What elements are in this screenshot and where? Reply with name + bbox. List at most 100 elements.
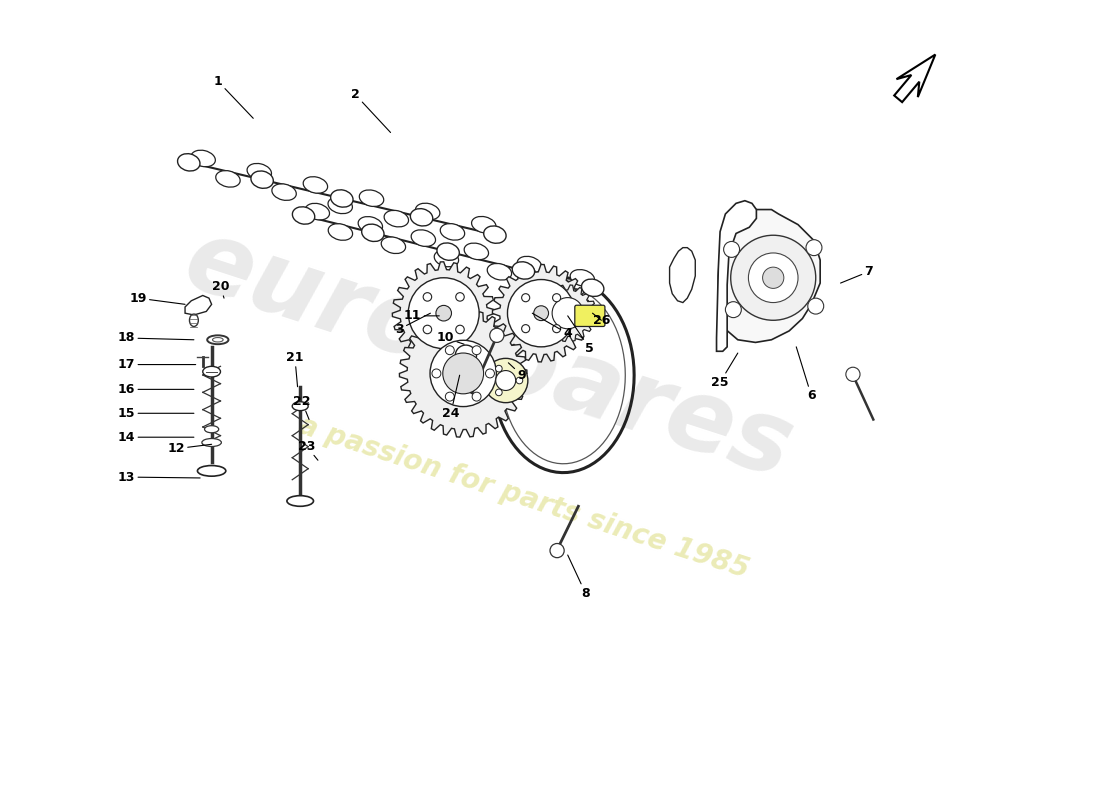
- Text: 12: 12: [167, 442, 211, 455]
- Circle shape: [846, 367, 860, 382]
- Circle shape: [495, 366, 503, 372]
- Circle shape: [443, 353, 484, 394]
- Circle shape: [521, 325, 530, 333]
- Circle shape: [484, 358, 528, 402]
- Ellipse shape: [570, 270, 595, 286]
- Text: 4: 4: [532, 313, 572, 340]
- Text: 25: 25: [712, 353, 738, 389]
- Circle shape: [496, 370, 516, 390]
- Ellipse shape: [189, 314, 198, 326]
- Circle shape: [455, 345, 476, 366]
- Circle shape: [436, 306, 451, 321]
- Polygon shape: [399, 310, 527, 437]
- Ellipse shape: [513, 262, 535, 279]
- Text: 3: 3: [395, 313, 430, 336]
- Text: 26: 26: [593, 313, 611, 326]
- Text: 22: 22: [294, 395, 310, 419]
- Ellipse shape: [362, 224, 384, 242]
- Text: 1: 1: [213, 74, 253, 118]
- Circle shape: [455, 293, 464, 301]
- Text: a passion for parts since 1985: a passion for parts since 1985: [295, 411, 752, 584]
- Ellipse shape: [251, 171, 273, 188]
- Ellipse shape: [540, 277, 564, 294]
- Ellipse shape: [410, 209, 432, 226]
- Text: 21: 21: [286, 351, 304, 386]
- Text: eurospares: eurospares: [173, 212, 804, 499]
- Circle shape: [455, 326, 464, 334]
- Ellipse shape: [248, 163, 272, 180]
- Circle shape: [430, 340, 496, 406]
- Ellipse shape: [272, 184, 296, 200]
- Ellipse shape: [382, 237, 406, 254]
- Circle shape: [748, 253, 797, 302]
- Ellipse shape: [440, 224, 464, 240]
- Ellipse shape: [304, 177, 328, 194]
- Text: 11: 11: [404, 310, 439, 322]
- Ellipse shape: [293, 402, 308, 410]
- Ellipse shape: [360, 190, 384, 206]
- Circle shape: [807, 298, 824, 314]
- Polygon shape: [393, 262, 495, 365]
- Ellipse shape: [205, 426, 219, 433]
- Ellipse shape: [464, 243, 488, 260]
- Text: 10: 10: [437, 331, 464, 345]
- Text: 2: 2: [351, 88, 390, 133]
- Circle shape: [507, 279, 575, 347]
- Text: 9: 9: [508, 362, 526, 382]
- Ellipse shape: [331, 190, 353, 207]
- Circle shape: [424, 326, 431, 334]
- Circle shape: [516, 377, 522, 384]
- FancyBboxPatch shape: [575, 306, 605, 326]
- Circle shape: [495, 389, 503, 396]
- Text: 20: 20: [211, 280, 229, 298]
- Ellipse shape: [328, 224, 353, 240]
- Circle shape: [424, 293, 431, 301]
- Text: 16: 16: [118, 383, 194, 396]
- Ellipse shape: [434, 250, 459, 267]
- Ellipse shape: [582, 279, 604, 297]
- Text: 6: 6: [796, 347, 815, 402]
- Ellipse shape: [177, 154, 200, 171]
- Ellipse shape: [472, 217, 496, 233]
- Text: 13: 13: [118, 470, 200, 483]
- Text: 19: 19: [130, 292, 185, 305]
- Ellipse shape: [328, 197, 352, 214]
- Text: 18: 18: [118, 331, 194, 345]
- Ellipse shape: [287, 496, 314, 506]
- Ellipse shape: [198, 466, 226, 476]
- Text: 14: 14: [118, 430, 194, 444]
- Circle shape: [521, 294, 530, 302]
- Circle shape: [485, 369, 494, 378]
- Circle shape: [490, 328, 504, 342]
- Polygon shape: [894, 54, 935, 102]
- Circle shape: [730, 235, 816, 320]
- Circle shape: [446, 346, 454, 354]
- Polygon shape: [716, 201, 757, 351]
- Polygon shape: [670, 248, 695, 302]
- Circle shape: [408, 278, 480, 349]
- Circle shape: [724, 242, 739, 258]
- Ellipse shape: [411, 230, 436, 246]
- Circle shape: [432, 369, 441, 378]
- Circle shape: [725, 302, 741, 318]
- Ellipse shape: [305, 203, 330, 220]
- Text: 17: 17: [118, 358, 196, 371]
- Ellipse shape: [487, 263, 512, 280]
- Polygon shape: [539, 285, 596, 342]
- Circle shape: [806, 240, 822, 256]
- Circle shape: [552, 294, 561, 302]
- Circle shape: [534, 306, 549, 321]
- Polygon shape: [718, 210, 821, 342]
- Text: 5: 5: [568, 316, 594, 355]
- Circle shape: [552, 298, 583, 329]
- Ellipse shape: [293, 206, 315, 224]
- Text: 23: 23: [298, 439, 318, 460]
- Polygon shape: [493, 265, 590, 362]
- Ellipse shape: [416, 203, 440, 220]
- Circle shape: [472, 346, 481, 354]
- Text: 8: 8: [568, 555, 590, 600]
- Ellipse shape: [384, 210, 408, 227]
- Ellipse shape: [207, 335, 229, 344]
- Ellipse shape: [202, 438, 221, 446]
- Polygon shape: [185, 295, 211, 315]
